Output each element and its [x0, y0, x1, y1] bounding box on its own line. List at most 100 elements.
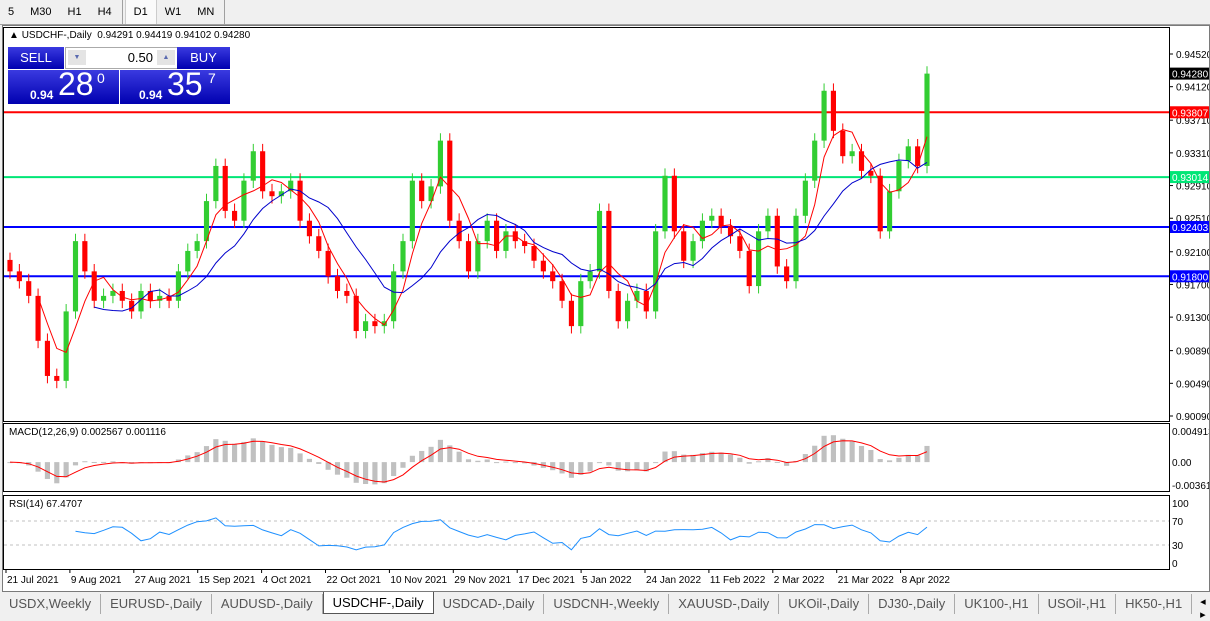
- candle-body: [381, 321, 387, 327]
- macd-histogram-bar: [334, 462, 341, 475]
- candle-body: [306, 220, 313, 237]
- candle-body: [419, 180, 425, 202]
- chart-window[interactable]: 0.94520 0.94120 0.93710 0.93310 0.92910 0.925…: [2, 25, 1210, 592]
- increase-lot-icon[interactable]: ▲: [157, 50, 175, 65]
- buy-price-prefix: 0.94: [139, 88, 163, 102]
- macd-histogram-bar: [475, 460, 481, 463]
- candle-body: [316, 236, 322, 251]
- timeframe-M30[interactable]: M30: [30, 6, 52, 18]
- macd-histogram-bar: [409, 455, 415, 463]
- symbol-label: USDCHF-,Daily: [21, 30, 92, 41]
- macd-histogram-bar: [260, 441, 266, 463]
- moving-average-fast-line: [37, 129, 928, 353]
- sell-price-fraction: 0: [97, 70, 105, 86]
- candle-body: [634, 290, 640, 301]
- macd-histogram-bar: [840, 438, 846, 463]
- chart-tab[interactable]: UKOil-,Daily: [779, 594, 870, 614]
- candle-body: [643, 290, 649, 312]
- sell-price-button[interactable]: 0.94 28 0: [8, 66, 119, 104]
- candle-body: [100, 295, 107, 301]
- macd-histogram-bar: [213, 439, 219, 463]
- candle-body: [653, 231, 659, 312]
- macd-histogram-bar: [110, 461, 116, 463]
- candle-body: [802, 180, 808, 216]
- timeframe-5[interactable]: 5: [8, 6, 15, 18]
- macd-histogram-bar: [737, 457, 743, 463]
- candle-body: [671, 175, 677, 232]
- chart-tab[interactable]: DJ30-,Daily: [869, 594, 956, 614]
- date-label: 11 Feb 2022: [710, 575, 766, 586]
- candle-body: [194, 241, 200, 251]
- chart-tab[interactable]: HK50-,H1: [1116, 594, 1193, 614]
- candle-body: [297, 180, 303, 221]
- macd-histogram-bar: [578, 462, 584, 475]
- macd-tick-label: 0.004913: [1172, 427, 1209, 438]
- macd-histogram-bar: [858, 445, 865, 463]
- chart-tab[interactable]: EURUSD-,Daily: [101, 594, 212, 614]
- buy-price-button[interactable]: 0.94 35 7: [120, 66, 230, 104]
- candle-body: [868, 170, 874, 176]
- candle-body: [44, 340, 51, 376]
- candle-body: [157, 295, 163, 301]
- price-tick-label: 0.94120: [1176, 83, 1209, 94]
- candle-body: [91, 271, 97, 301]
- chart-tab[interactable]: USDX,Weekly: [0, 594, 102, 614]
- timeframe-H1[interactable]: H1: [67, 6, 82, 18]
- timeframe-W1[interactable]: W1: [164, 6, 182, 18]
- macd-histogram-bar: [821, 435, 827, 463]
- candle-body: [709, 215, 715, 221]
- macd-histogram-bar: [587, 462, 593, 472]
- macd-histogram-bar: [362, 462, 369, 485]
- macd-histogram-bar: [372, 462, 378, 485]
- chart-tab[interactable]: USDCAD-,Daily: [434, 594, 545, 614]
- chart-tab[interactable]: AUDUSD-,Daily: [212, 594, 323, 614]
- date-label: 27 Aug 2021: [135, 575, 192, 586]
- candle-body: [493, 220, 500, 251]
- timeframe-MN[interactable]: MN: [197, 6, 215, 18]
- chart-tabs: USDX,Weekly EURUSD-,Daily AUDUSD-,Daily USD…: [0, 592, 1210, 621]
- ohlc-values: 0.94291 0.94419 0.94102 0.94280: [97, 30, 251, 41]
- candle-body: [718, 215, 724, 227]
- chart-tab[interactable]: XAUUSD-,Daily: [669, 594, 780, 614]
- candle-body: [166, 295, 172, 301]
- macd-histogram-bar: [849, 441, 855, 463]
- macd-histogram-bar: [194, 452, 200, 463]
- date-label: 22 Oct 2021: [327, 575, 382, 586]
- collapse-triangle-icon[interactable]: ▲: [9, 30, 19, 41]
- candle-body: [849, 151, 855, 157]
- candle-body: [465, 241, 472, 272]
- lot-size-stepper[interactable]: ▼ 0.50 ▲: [65, 47, 178, 69]
- chart-canvas[interactable]: 0.94520 0.94120 0.93710 0.93310 0.92910 0.925…: [3, 26, 1209, 591]
- sell-button[interactable]: SELL: [8, 47, 64, 69]
- decrease-lot-icon[interactable]: ▼: [68, 50, 86, 65]
- buy-button[interactable]: BUY: [177, 47, 230, 69]
- date-label: 15 Sep 2021: [199, 575, 256, 586]
- macd-histogram-bar: [231, 443, 238, 463]
- candle-body: [203, 201, 210, 242]
- candle-body: [7, 259, 13, 272]
- macd-histogram-bar: [54, 462, 60, 484]
- macd-histogram-bar: [559, 462, 565, 474]
- macd-histogram-bar: [353, 462, 359, 483]
- chart-tab[interactable]: USDCHF-,Daily: [322, 592, 434, 614]
- current-price-label-bg: [1170, 67, 1209, 80]
- macd-histogram-bar: [250, 438, 256, 463]
- chart-tab[interactable]: USDCNH-,Weekly: [544, 594, 670, 614]
- chart-tab[interactable]: USOil-,H1: [1039, 594, 1117, 614]
- candle-body: [353, 295, 359, 332]
- macd-histogram-bar: [278, 447, 284, 463]
- macd-histogram-bar: [437, 439, 444, 463]
- chart-tab[interactable]: UK100-,H1: [955, 594, 1039, 614]
- candle-body: [737, 236, 743, 251]
- macd-histogram-bar: [63, 462, 69, 478]
- macd-histogram-bar: [624, 462, 631, 472]
- level-price-label: 0.93014: [1172, 173, 1209, 184]
- lot-size-input[interactable]: 0.50: [127, 50, 153, 65]
- timeframe-H4[interactable]: H4: [97, 6, 112, 18]
- candle-body: [129, 300, 135, 312]
- tab-scroll-arrows-icon[interactable]: ◂ ▸: [1200, 596, 1206, 621]
- macd-histogram-bar: [905, 454, 911, 463]
- timeframe-D1[interactable]: D1: [124, 0, 157, 24]
- price-tick-label: 0.92100: [1176, 248, 1209, 259]
- level-price-label: 0.91800: [1172, 272, 1209, 283]
